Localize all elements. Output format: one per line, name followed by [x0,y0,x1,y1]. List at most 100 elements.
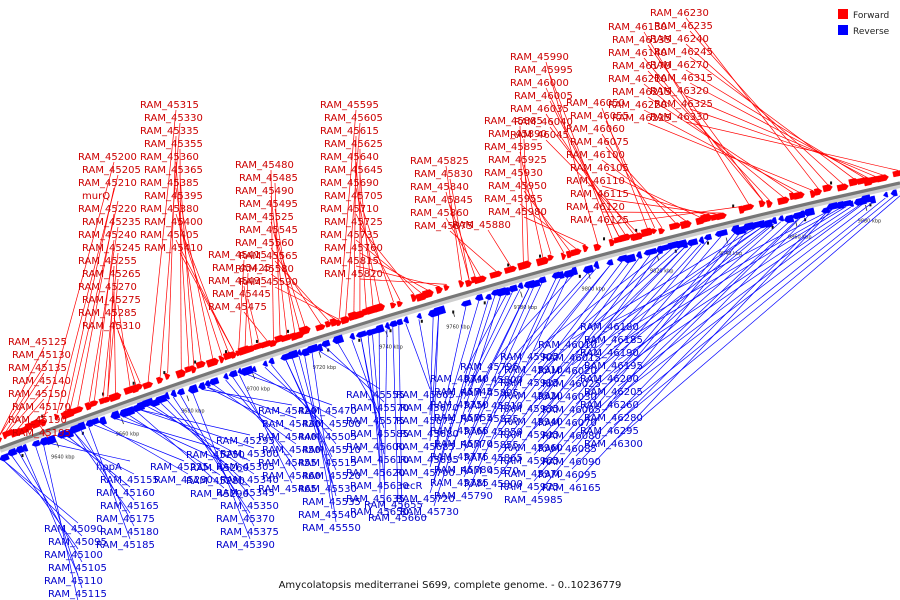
forward-gene-label: RAM_45195 [12,428,71,439]
reverse-gene-label: RAM_45160 [96,488,155,499]
reverse-label-leader [463,287,530,426]
forward-gene-arrow [523,260,532,269]
forward-label-leader [9,385,49,431]
reverse-gene-label: RAM_45805 [460,388,519,399]
reverse-gene-label: RAM_45940 [504,417,563,428]
reverse-label-leader [571,213,826,470]
forward-label-leader [647,122,814,192]
reverse-gene-label: RAM_46260 [580,400,639,411]
forward-gene-label: RAM_45930 [484,168,543,179]
reverse-gene-label: RAM_45670 [400,403,459,414]
forward-gene-label: RAM_46210 [608,74,667,85]
forward-gene-label: RAM_46060 [566,124,625,135]
reverse-gene-label: RAM_45650 [350,507,409,518]
reverse-label-leader [3,460,83,537]
reverse-gene-label: RAM_45470 [298,406,357,417]
forward-gene-arrow [0,437,3,443]
feature-marker [286,329,289,333]
forward-gene-label: RAM_46045 [510,130,569,141]
reverse-gene-label: RAM_45535 [302,497,361,508]
forward-label-leader [175,161,190,367]
reverse-label-leader [433,300,489,481]
reverse-gene-label: RAM_46280 [584,413,643,424]
scale-tick [186,395,190,402]
feature-marker [771,225,774,229]
reverse-gene-arrow [848,200,855,207]
forward-label-leader [545,139,639,234]
forward-gene-arrow [570,248,582,257]
reverse-gene-arrow [320,339,331,348]
legend-forward-swatch [838,9,848,19]
forward-gene-label: RAM_45490 [235,186,294,197]
forward-gene-arrow [892,170,900,178]
forward-label-leader [274,286,340,320]
forward-gene-label: RAM_45285 [78,308,137,319]
reverse-gene-label: RAM_45295 [216,436,275,447]
reverse-gene-arrow [395,318,404,326]
reverse-gene-arrow [517,282,524,289]
forward-gene-label: RAM_45545 [239,225,298,236]
forward-gene-arrow [489,270,503,279]
reverse-gene-label: RAM_45770 [434,439,493,450]
forward-label-leader [88,226,119,403]
reverse-label-leader [575,215,810,457]
feature-marker [578,274,581,278]
scale-tick [56,441,60,448]
forward-gene-label: RAM_46110 [566,176,625,187]
forward-gene-label: RAM_46040 [514,117,573,128]
reverse-label-leader [225,379,293,458]
forward-label-leader [601,211,722,214]
reverse-label-leader [575,209,833,483]
forward-gene-label: RAM_45560 [235,238,294,249]
reverse-gene-label: RAM_45450 [262,445,321,456]
forward-gene-arrow [268,339,278,348]
reverse-gene-label: RAM_45910 [504,365,563,376]
scale-tick [121,418,124,425]
reverse-gene-label: RAM_45750 [430,400,489,411]
forward-gene-arrow [658,227,666,235]
forward-label-leader [519,125,524,263]
forward-gene-label: RAM_45400 [144,217,203,228]
reverse-gene-label: RAM_45575 [346,416,405,427]
scale-tick-label: 9840 kbp [719,251,743,257]
reverse-gene-label: RAM_45785 [430,478,489,489]
reverse-gene-arrow [527,279,541,289]
forward-gene-label: RAM_45690 [320,178,379,189]
reverse-label-leader [367,336,381,468]
reverse-gene-arrow [474,293,484,302]
forward-gene-label: RAM_46125 [570,215,629,226]
forward-gene-label: RAM_45980 [488,207,547,218]
reverse-label-leader [392,327,399,500]
forward-label-leader [77,213,115,407]
reverse-gene-label: RAM_45185 [96,540,155,551]
reverse-gene-arrow [778,215,785,222]
reverse-gene-label: RAM_45935 [500,404,559,415]
forward-gene-label: RAM_45240 [78,230,137,241]
forward-gene-arrow [792,191,805,200]
forward-gene-label: RAM_45885 [484,116,543,127]
forward-gene-label: RAM_46225 [612,113,671,124]
forward-gene-label: RAM_45265 [82,269,141,280]
reverse-gene-label: RAM_45635 [346,494,405,505]
forward-gene-label: RAM_45990 [510,52,569,63]
forward-label-leader [270,221,301,332]
forward-gene-arrow [396,300,403,308]
reverse-gene-label: RAM_45800 [464,375,523,386]
reverse-gene-label: RAM_45755 [434,413,493,424]
scale-tick-label: 9760 kbp [446,324,470,330]
forward-label-leader [243,311,268,342]
reverse-gene-label: RAM_45115 [48,589,107,600]
reverse-label-leader [571,227,762,366]
reverse-gene-label: RAM_45180 [100,527,159,538]
reverse-label-leader [493,265,610,414]
reverse-gene-label: RAM_45685 [396,442,455,453]
reverse-label-leader [49,443,131,462]
scale-tick-label: 9860 kbp [788,234,812,240]
reverse-gene-label: RAM_45390 [216,540,275,551]
reverse-gene-label: RAM_46085 [538,444,597,455]
reverse-label-leader [533,246,681,378]
forward-gene-arrow [547,254,554,261]
forward-gene-label: RAM_45615 [320,126,379,137]
forward-gene-arrow [715,212,727,221]
forward-gene-label: RAM_45995 [514,65,573,76]
